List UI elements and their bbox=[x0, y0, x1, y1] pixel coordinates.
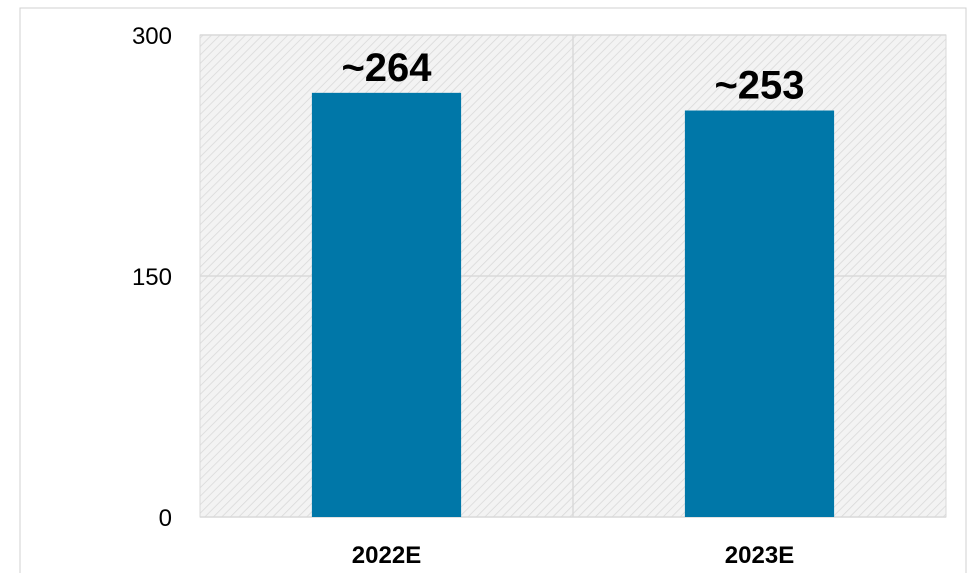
y-axis: 0 150 300 bbox=[132, 23, 172, 532]
x-axis: 2022E 2023E bbox=[352, 542, 794, 569]
chart-frame bbox=[19, 7, 967, 573]
data-label-2023E: ~253 bbox=[714, 64, 804, 108]
bar-2022E bbox=[311, 92, 462, 517]
bar-series bbox=[311, 92, 835, 517]
y-tick-label: 150 bbox=[132, 264, 172, 291]
x-tick-label: 2023E bbox=[725, 542, 794, 569]
x-tick-label: 2022E bbox=[352, 542, 421, 569]
y-tick-label: 0 bbox=[159, 505, 172, 532]
data-label-2022E: ~264 bbox=[341, 46, 432, 90]
data-labels: ~264 ~253 bbox=[341, 46, 804, 108]
y-tick-label: 300 bbox=[132, 23, 172, 50]
bar-2023E bbox=[684, 110, 835, 517]
